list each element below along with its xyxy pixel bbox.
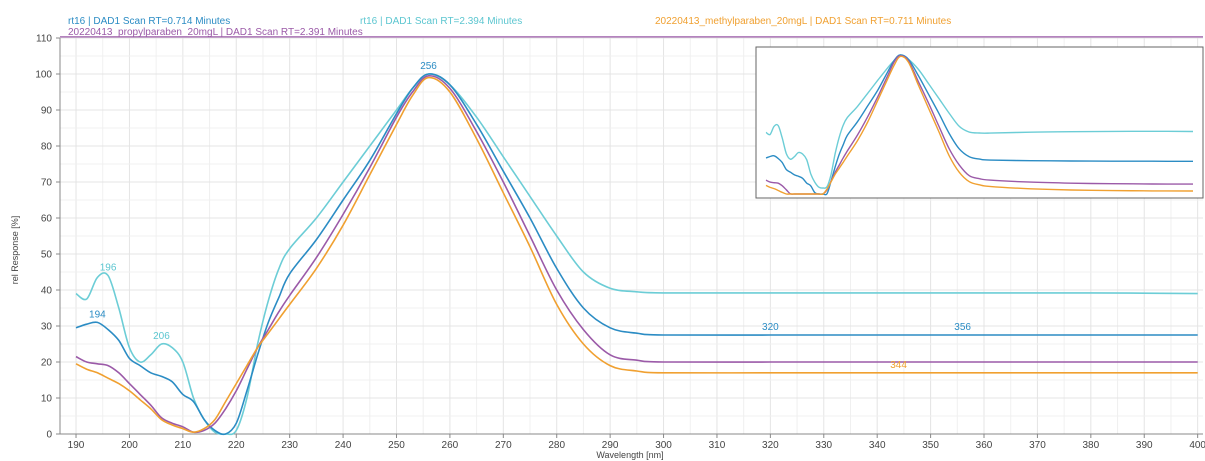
x-tick-label: 300 bbox=[655, 440, 672, 451]
x-tick-label: 260 bbox=[442, 440, 459, 451]
y-tick-label: 40 bbox=[41, 286, 53, 297]
x-tick-label: 360 bbox=[976, 440, 993, 451]
peak-label: 356 bbox=[954, 322, 971, 333]
peak-label: 206 bbox=[153, 331, 170, 342]
x-tick-label: 310 bbox=[709, 440, 726, 451]
series-line-3 bbox=[75, 74, 1198, 434]
x-tick-label: 240 bbox=[335, 440, 352, 451]
legend-entry: 20220413_methylparaben_20mgL | DAD1 Scan… bbox=[655, 16, 951, 27]
x-tick-label: 340 bbox=[869, 440, 886, 451]
y-tick-label: 70 bbox=[41, 178, 53, 189]
y-tick-label: 110 bbox=[36, 34, 52, 45]
y-axis-title: rel Response [%] bbox=[10, 216, 20, 285]
y-tick-label: 10 bbox=[41, 394, 53, 405]
x-tick-label: 270 bbox=[495, 440, 512, 451]
x-tick-label: 290 bbox=[602, 440, 619, 451]
series-line-2 bbox=[75, 73, 1198, 436]
y-tick-label: 30 bbox=[41, 322, 53, 333]
inset-series-line-2 bbox=[765, 54, 1194, 196]
x-axis-title: Wavelength [nm] bbox=[596, 450, 663, 460]
x-tick-label: 320 bbox=[762, 440, 779, 451]
peak-label: 196 bbox=[100, 263, 117, 274]
peak-label: 256 bbox=[420, 61, 437, 72]
x-tick-label: 380 bbox=[1082, 440, 1099, 451]
series-line-1 bbox=[75, 73, 1198, 436]
x-tick-label: 350 bbox=[922, 440, 939, 451]
x-tick-label: 250 bbox=[388, 440, 405, 451]
x-tick-label: 400 bbox=[1189, 440, 1205, 451]
legend-entry: rt16 | DAD1 Scan RT=0.714 Minutes bbox=[68, 16, 230, 27]
series-line-4 bbox=[75, 76, 1198, 434]
series-lines bbox=[75, 73, 1198, 436]
x-tick-label: 200 bbox=[121, 440, 138, 451]
y-tick-label: 100 bbox=[35, 70, 52, 81]
y-tick-label: 50 bbox=[41, 250, 53, 261]
inset-series-line-1 bbox=[765, 54, 1194, 189]
peak-annotations: 256 196 194 206 320 356 344 bbox=[89, 61, 971, 371]
x-tick-label: 280 bbox=[548, 440, 565, 451]
x-tick-label: 210 bbox=[175, 440, 192, 451]
x-tick-label: 190 bbox=[68, 440, 85, 451]
peak-label: 344 bbox=[890, 360, 907, 371]
y-tick-label: 90 bbox=[41, 106, 53, 117]
legend-entry: 20220413_propylparaben_20mgL | DAD1 Scan… bbox=[68, 27, 363, 38]
inset-frame bbox=[755, 46, 1204, 199]
x-tick-label: 390 bbox=[1136, 440, 1153, 451]
peak-label: 194 bbox=[89, 309, 106, 320]
y-tick-label: 80 bbox=[41, 142, 53, 153]
x-tick-label: 330 bbox=[815, 440, 832, 451]
x-tick-label: 370 bbox=[1029, 440, 1046, 451]
axes: 190 200 210 220 230 240 250 260 270 280 290 300 310 3… bbox=[35, 34, 1205, 452]
y-tick-label: 0 bbox=[46, 430, 52, 441]
y-tick-label: 20 bbox=[41, 358, 53, 369]
legend-entry: rt16 | DAD1 Scan RT=2.394 Minutes bbox=[360, 16, 522, 27]
x-tick-label: 220 bbox=[228, 440, 245, 451]
y-tick-label: 60 bbox=[41, 214, 53, 225]
x-tick-label: 230 bbox=[281, 440, 298, 451]
legend: rt16 | DAD1 Scan RT=0.714 Minutes rt16 | … bbox=[60, 16, 1203, 38]
peak-label: 320 bbox=[762, 322, 779, 333]
inset-zoom-panel bbox=[755, 46, 1204, 199]
inset-series-line-4 bbox=[765, 55, 1194, 196]
